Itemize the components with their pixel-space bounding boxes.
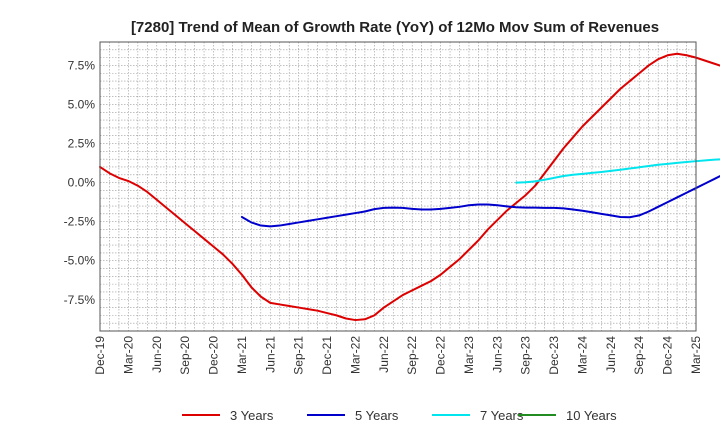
x-tick-label: Dec-24 — [661, 336, 675, 375]
x-tick-label: Sep-21 — [292, 336, 306, 375]
x-tick-label: Dec-23 — [547, 336, 561, 375]
legend-label-3-years: 3 Years — [230, 408, 274, 423]
x-tick-label: Jun-24 — [604, 336, 618, 373]
legend-label-5-years: 5 Years — [355, 408, 399, 423]
x-tick-label: Dec-21 — [320, 336, 334, 375]
x-tick-label: Mar-22 — [348, 336, 362, 374]
x-tick-label: Dec-20 — [207, 336, 221, 375]
series-line-7-years — [515, 158, 720, 184]
x-tick-label: Mar-25 — [689, 336, 703, 374]
plot-area — [99, 41, 697, 332]
x-axis-ticks: Dec-19 Mar-20 Jun-20 Sep-20 Dec-20 Mar-21 Jun-… — [93, 336, 703, 375]
x-tick-label: Jun-20 — [150, 336, 164, 373]
x-tick-label: Jun-22 — [377, 336, 391, 373]
x-tick-label: Mar-24 — [575, 336, 589, 374]
x-tick-label: Dec-22 — [434, 336, 448, 375]
y-tick-label: 0.0% — [68, 176, 96, 190]
legend-label-7-years: 7 Years — [480, 408, 524, 423]
x-tick-label: Mar-23 — [462, 336, 476, 374]
series-lines — [99, 52, 720, 322]
x-tick-label: Jun-23 — [490, 336, 504, 373]
grid — [100, 42, 696, 331]
y-axis-ticks: 7.5% 5.0% 2.5% 0.0% -2.5% -5.0% -7.5% — [64, 58, 96, 306]
legend-label-10-years: 10 Years — [566, 408, 617, 423]
y-tick-label: 2.5% — [68, 137, 96, 151]
x-tick-label: Sep-23 — [519, 336, 533, 375]
x-tick-label: Sep-24 — [632, 336, 646, 375]
x-tick-label: Sep-20 — [178, 336, 192, 375]
y-tick-label: -5.0% — [64, 254, 96, 268]
x-tick-label: Sep-22 — [405, 336, 419, 375]
y-tick-label: 7.5% — [68, 58, 96, 72]
series-line-5-years — [240, 175, 720, 228]
y-tick-label: -2.5% — [64, 215, 96, 229]
x-tick-label: Mar-21 — [235, 336, 249, 374]
x-tick-label: Mar-20 — [121, 336, 135, 374]
y-tick-label: 5.0% — [68, 97, 96, 111]
chart-title: [7280] Trend of Mean of Growth Rate (YoY… — [131, 19, 659, 36]
legend: 3 Years 5 Years 7 Years 10 Years — [182, 408, 617, 423]
x-tick-label: Dec-19 — [93, 336, 107, 375]
x-tick-label: Jun-21 — [263, 336, 277, 373]
y-tick-label: -7.5% — [64, 293, 96, 307]
series-line-3-years — [99, 52, 720, 322]
